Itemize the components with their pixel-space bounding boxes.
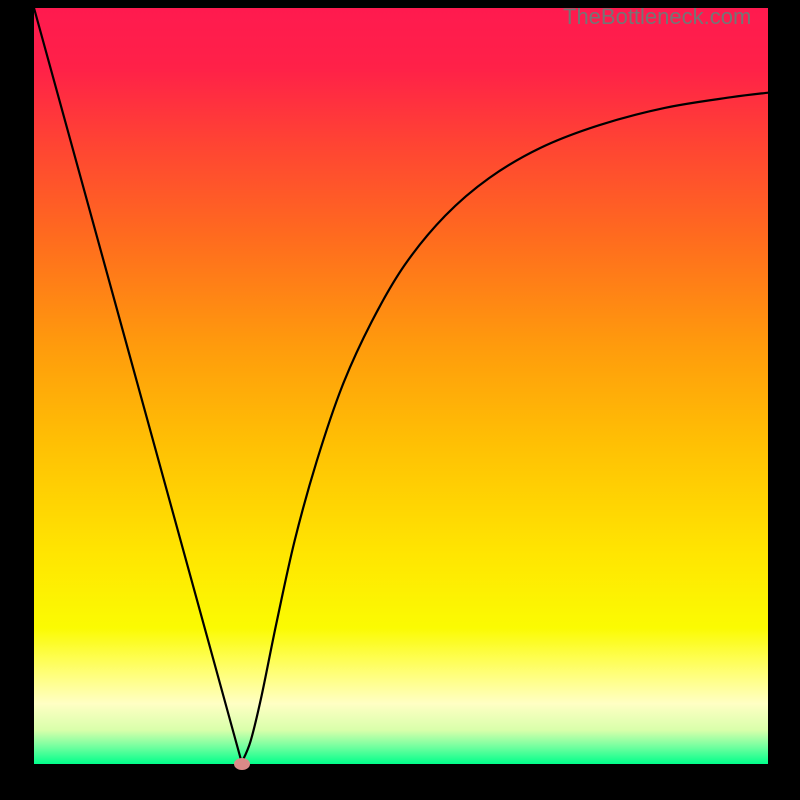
figure-root: TheBottleneck.com [0,0,800,800]
plot-area [34,8,768,764]
chart-svg [34,8,768,764]
min-marker [234,758,250,770]
watermark-text: TheBottleneck.com [563,4,751,30]
